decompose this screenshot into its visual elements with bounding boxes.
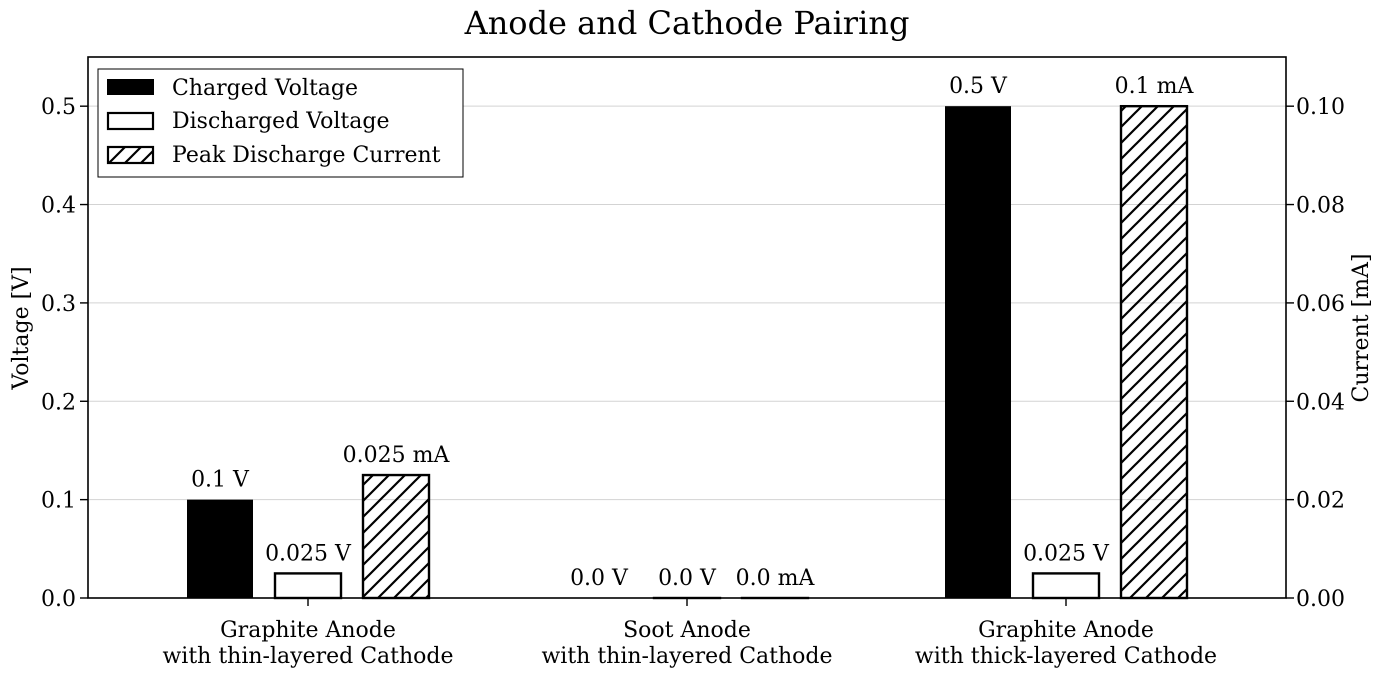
data-label: 0.0 V: [570, 566, 629, 591]
y2-tick-label: 0.06: [1296, 292, 1345, 317]
x-tick-label: Graphite Anode: [978, 618, 1154, 643]
axes: 0.0 0.1 0.2 0.3 0.4 0.5 0.00 0.02 0.04 0.06 0.08 0.…: [41, 95, 1345, 669]
y-tick-label: 0.1: [41, 489, 76, 514]
data-labels: 0.1 V 0.025 V 0.025 mA 0.0 V 0.0 V 0.0 mA 0.5 …: [191, 74, 1194, 591]
chart-title: Anode and Cathode Pairing: [464, 4, 910, 42]
x-tick-label: with thick-layered Cathode: [915, 644, 1217, 669]
data-label: 0.1 mA: [1115, 74, 1195, 99]
y2-tick-label: 0.00: [1296, 587, 1345, 612]
y2-axis-label: Current [mA]: [1349, 254, 1374, 403]
bar-peak-discharge-current: [1119, 104, 1189, 600]
legend-label-peak-current: Peak Discharge Current: [172, 143, 441, 168]
legend-swatch-peak-current: [106, 145, 155, 165]
bar-discharged-voltage: [1031, 572, 1101, 600]
x-tick-label: with thin-layered Cathode: [162, 644, 453, 669]
bar-peak-discharge-current: [361, 473, 431, 600]
data-label: 0.0 V: [658, 566, 717, 591]
y2-tick-label: 0.04: [1296, 390, 1345, 415]
legend-swatch-charged: [107, 79, 154, 95]
y2-tick-label: 0.10: [1296, 95, 1345, 120]
data-label: 0.1 V: [191, 468, 250, 493]
data-label: 0.0 mA: [736, 566, 816, 591]
legend-box: [97, 68, 464, 178]
x-tick-label: Soot Anode: [623, 618, 751, 643]
data-label: 0.025 V: [1023, 541, 1110, 566]
legend-label-discharged: Discharged Voltage: [172, 109, 389, 134]
y-tick-label: 0.2: [41, 390, 76, 415]
y-tick-label: 0.4: [41, 194, 76, 219]
y2-tick-label: 0.02: [1296, 489, 1345, 514]
bar-charged-voltage: [945, 106, 1011, 598]
x-tick-label: Graphite Anode: [220, 618, 396, 643]
y-axis-label: Voltage [V]: [9, 266, 34, 390]
y2-tick-label: 0.08: [1296, 194, 1345, 219]
legend-swatch-discharged: [106, 111, 155, 131]
data-label: 0.025 V: [265, 541, 352, 566]
y-tick-label: 0.5: [41, 95, 76, 120]
x-tick-label: with thin-layered Cathode: [541, 644, 832, 669]
legend-label-charged: Charged Voltage: [172, 76, 358, 101]
data-label: 0.025 mA: [343, 443, 451, 468]
bar-discharged-voltage: [273, 572, 343, 600]
bar-charged-voltage: [187, 499, 253, 598]
y-tick-label: 0.3: [41, 292, 76, 317]
data-label: 0.5 V: [949, 74, 1008, 99]
bars: [187, 104, 1189, 600]
legend: Charged Voltage Discharged Voltage Peak …: [97, 68, 464, 178]
y-tick-label: 0.0: [41, 587, 76, 612]
